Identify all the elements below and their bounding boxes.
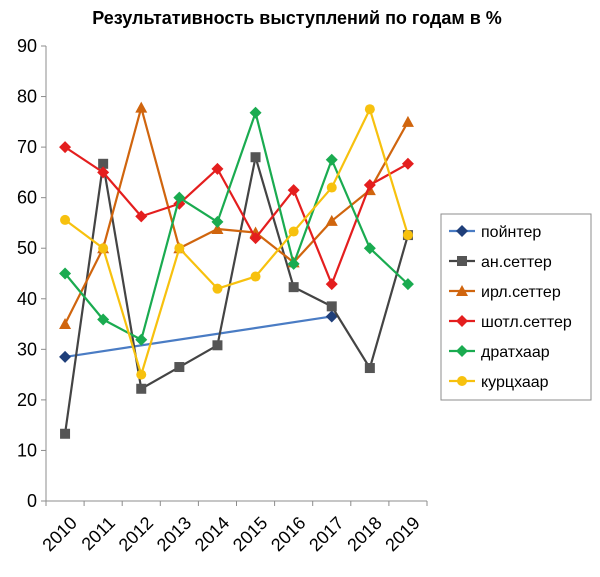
series-3 [59, 101, 414, 330]
data-point [135, 333, 148, 346]
data-point [363, 179, 376, 192]
data-point [456, 225, 468, 237]
legend-label: дратхаар [481, 344, 550, 361]
legend-item: шотл.сеттер [449, 314, 572, 331]
x-tick-label: 2010 [38, 513, 80, 555]
legend-item: ирл.сеттер [449, 284, 561, 301]
data-point [326, 301, 337, 312]
series-line [64, 108, 410, 376]
data-point [211, 223, 224, 235]
data-point [402, 230, 413, 241]
legend-box [440, 213, 592, 401]
x-tick-label: 2017 [305, 513, 347, 555]
legend-item: ан.сеттер [449, 254, 552, 271]
data-point [457, 376, 467, 386]
y-tick-label: 20 [17, 390, 37, 410]
y-tick-label: 0 [27, 491, 37, 511]
data-point [364, 363, 375, 374]
data-point [97, 166, 110, 179]
data-point [401, 157, 414, 170]
data-point [211, 215, 224, 228]
data-point [456, 285, 468, 296]
y-tick-label: 30 [17, 339, 37, 359]
data-point [59, 318, 72, 330]
data-point [59, 350, 72, 363]
data-point [325, 310, 338, 323]
series-1 [59, 310, 338, 363]
data-point [456, 315, 468, 327]
y-tick-label: 50 [17, 238, 37, 258]
legend-label: курцхаар [481, 374, 549, 391]
legend-label: ирл.сеттер [481, 284, 561, 301]
data-point [98, 243, 109, 254]
data-point [401, 115, 414, 127]
data-point [174, 243, 185, 254]
data-point [249, 232, 262, 245]
data-point [325, 214, 338, 226]
x-tick-label: 2014 [191, 513, 233, 555]
data-point [211, 162, 224, 175]
data-point [173, 191, 186, 204]
chart-title: Результативность выступлений по годам в … [92, 8, 502, 28]
x-tick-label: 2011 [78, 513, 120, 555]
data-point [325, 278, 338, 291]
data-point [325, 153, 338, 166]
data-point [363, 242, 376, 255]
data-point [97, 313, 110, 326]
series-line [64, 111, 409, 341]
x-tick-label: 2013 [153, 513, 195, 555]
legend-item: дратхаар [449, 344, 550, 361]
series-line [63, 156, 410, 434]
x-tick-label: 2012 [115, 513, 157, 555]
data-point [98, 158, 109, 169]
series-layer [59, 101, 414, 439]
data-point [288, 226, 299, 237]
legend-item: пойнтер [449, 224, 541, 241]
data-point [60, 214, 71, 225]
data-point [59, 141, 72, 154]
data-point [135, 210, 148, 223]
data-point [249, 106, 262, 119]
y-tick-label: 10 [17, 440, 37, 460]
x-tick-label: 2018 [343, 513, 385, 555]
data-point [287, 257, 300, 270]
data-point [250, 152, 261, 163]
legend-label: шотл.сеттер [481, 314, 572, 331]
data-point [250, 271, 261, 282]
y-tick-label: 60 [17, 188, 37, 208]
data-point [212, 340, 223, 351]
series-line [64, 315, 332, 359]
x-tick-label: 2019 [381, 513, 423, 555]
legend-item: курцхаар [449, 374, 549, 391]
x-tick-label: 2015 [229, 513, 271, 555]
data-point [135, 101, 148, 113]
data-point [136, 369, 147, 380]
series-2 [60, 152, 413, 439]
data-point [136, 383, 147, 394]
series-6 [60, 104, 413, 380]
y-tick-label: 40 [17, 289, 37, 309]
series-4 [59, 141, 414, 291]
x-tick-label: 2016 [267, 513, 309, 555]
legend-label: пойнтер [481, 224, 541, 241]
data-point [326, 182, 337, 193]
legend: пойнтер ан.сеттер ирл.сеттер шотл.сеттер дра… [440, 213, 592, 401]
data-point [364, 104, 375, 115]
data-point [212, 283, 223, 294]
data-point [59, 267, 72, 280]
y-tick-label: 80 [17, 87, 37, 107]
series-line [64, 146, 409, 286]
y-tick-label: 90 [17, 36, 37, 56]
data-point [401, 278, 414, 291]
data-point [288, 282, 299, 293]
data-point [60, 428, 71, 439]
series-5 [59, 106, 414, 346]
legend-label: ан.сеттер [481, 254, 552, 271]
data-point [287, 184, 300, 197]
data-point [174, 362, 185, 373]
data-point [457, 256, 467, 266]
y-tick-label: 70 [17, 137, 37, 157]
data-point [456, 345, 468, 357]
